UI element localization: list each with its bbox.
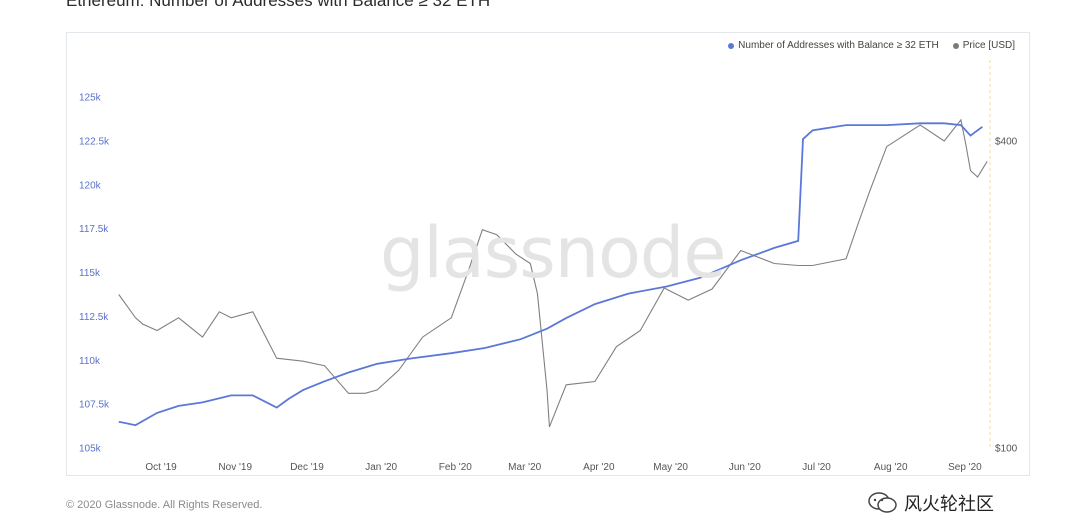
x-tick-label: Sep '20 [948,462,982,473]
x-tick-label: Nov '19 [218,462,252,473]
copyright-footer: © 2020 Glassnode. All Rights Reserved. [66,499,263,511]
x-tick-label: Jan '20 [365,462,397,473]
y-left-tick-label: 120k [79,180,102,191]
wechat-icon [868,492,897,513]
x-tick-label: Dec '19 [290,462,324,473]
legend-item-addresses[interactable]: Number of Addresses with Balance ≥ 32 ET… [728,40,939,51]
y-right-tick-label: $400 [995,137,1018,148]
y-axis-right: $100 $400 [995,137,1018,455]
legend-label-price: Price [USD] [962,40,1015,51]
y-left-tick-label: 115k [79,268,101,279]
y-left-tick-label: 112.5k [79,312,109,323]
y-left-tick-label: 107.5k [79,400,110,411]
y-left-tick-label: 117.5k [79,224,109,235]
series-line-price [118,118,988,428]
legend-item-price[interactable]: Price [USD] [952,40,1015,51]
x-tick-label: Oct '19 [145,462,177,473]
legend-dot-price [952,42,959,49]
x-tick-label: May '20 [653,462,688,473]
y-left-tick-label: 110k [79,356,101,367]
x-tick-label: Jul '20 [802,462,831,473]
x-tick-label: Mar '20 [508,462,541,473]
wechat-badge: 风火轮社区 [868,490,994,516]
legend: Number of Addresses with Balance ≥ 32 ET… [728,40,1015,51]
chart-title: Ethereum: Number of Addresses with Balan… [66,0,491,10]
x-axis: Oct '19 Nov '19 Dec '19 Jan '20 Feb '20 Mar '… [145,462,982,473]
legend-dot-addresses [728,42,735,49]
x-tick-label: Apr '20 [583,462,615,473]
x-tick-label: Feb '20 [439,462,472,473]
y-right-tick-label: $100 [995,444,1018,455]
y-left-tick-label: 125k [79,93,102,104]
watermark: glassnode [380,212,726,294]
x-tick-label: Jun '20 [729,462,761,473]
y-axis-left: 105k 107.5k 110k 112.5k 115k 117.5k 120k 122.5k… [79,93,110,455]
series-line-addresses [118,122,983,427]
y-left-tick-label: 105k [79,444,102,455]
legend-label-addresses: Number of Addresses with Balance ≥ 32 ET… [738,40,939,51]
y-left-tick-label: 122.5k [79,136,110,147]
x-tick-label: Aug '20 [874,462,908,473]
wechat-label: 风火轮社区 [904,494,994,514]
